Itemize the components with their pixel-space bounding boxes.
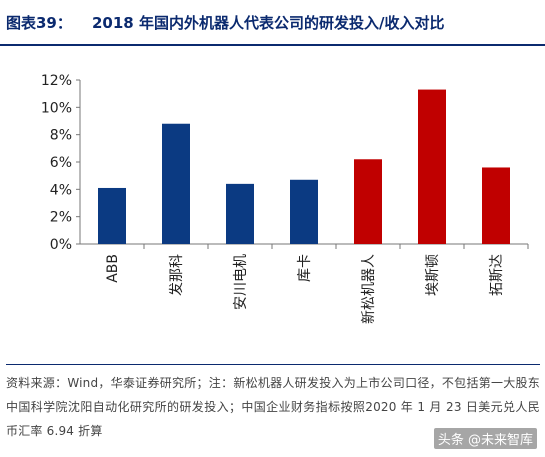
bar-chart: 0% 2% 4% 6% 8% 10% 12% ABB 发那科 安川电机 库卡 新松机器人 埃斯顿 拓斯达 [41, 73, 529, 324]
figure-label: 图表39： [6, 14, 72, 32]
watermark: 头条 @未来智库 [433, 428, 537, 449]
bar-1 [98, 187, 126, 244]
bar-3 [226, 183, 254, 244]
x-tick-label: 拓斯达 [489, 254, 505, 296]
y-tick-label: 8% [50, 128, 72, 144]
y-tick-label: 2% [50, 210, 72, 226]
source-note: 资料来源：Wind，华泰证券研究所；注：新松机器人研发投入为上市公司口径，不包括… [6, 364, 540, 443]
x-tick-label: 埃斯顿 [425, 254, 441, 296]
x-tick-label: 库卡 [297, 254, 313, 282]
y-tick-label: 10% [41, 100, 72, 116]
bar-5 [354, 159, 382, 244]
x-tick-label: ABB [105, 254, 121, 283]
x-tick-label: 新松机器人 [361, 254, 377, 324]
x-tick-label: 安川电机 [233, 254, 249, 310]
y-tick-label: 12% [41, 73, 72, 89]
x-tick-label: 发那科 [169, 254, 185, 296]
figure-header: 图表39： 2018 年国内外机器人代表公司的研发投入/收入对比 [0, 0, 545, 46]
bar-6 [418, 89, 446, 244]
source-text: 资料来源：Wind，华泰证券研究所；注：新松机器人研发投入为上市公司口径，不包括… [6, 376, 540, 438]
figure-title: 2018 年国内外机器人代表公司的研发投入/收入对比 [92, 14, 445, 32]
y-tick-label: 6% [50, 155, 72, 171]
bar-2 [162, 123, 190, 244]
bar-4 [290, 179, 318, 244]
y-tick-label: 0% [50, 237, 72, 253]
y-tick-label: 4% [50, 182, 72, 198]
bar-7 [482, 167, 510, 244]
